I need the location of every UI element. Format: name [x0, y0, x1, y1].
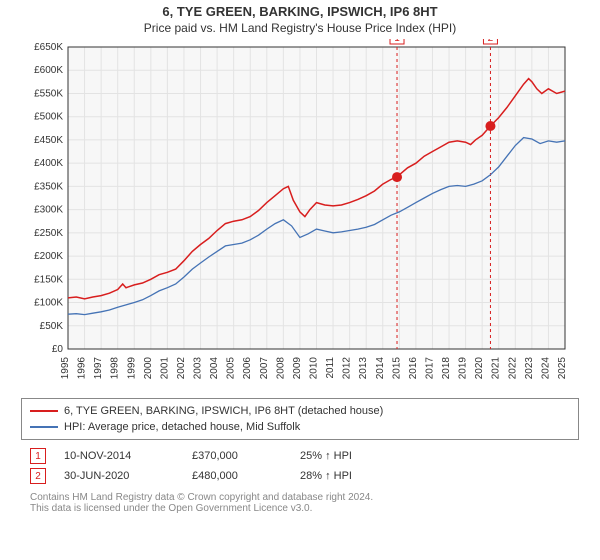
svg-text:£350K: £350K	[34, 181, 63, 192]
footer-line-1: Contains HM Land Registry data © Crown c…	[30, 492, 570, 503]
svg-text:2012: 2012	[342, 357, 353, 380]
sale-price: £370,000	[192, 450, 282, 462]
sales-table: 1 10-NOV-2014 £370,000 25% ↑ HPI 2 30-JUN-202…	[30, 446, 570, 486]
svg-text:1999: 1999	[126, 357, 137, 380]
svg-text:2011: 2011	[325, 357, 336, 379]
sale-diff: 25% ↑ HPI	[300, 450, 410, 462]
svg-text:£100K: £100K	[34, 298, 63, 309]
svg-text:2004: 2004	[209, 357, 220, 380]
svg-text:£650K: £650K	[34, 42, 63, 53]
sale-badge: 2	[30, 468, 46, 484]
legend: 6, TYE GREEN, BARKING, IPSWICH, IP6 8HT …	[21, 398, 579, 440]
svg-text:2023: 2023	[524, 357, 535, 380]
sale-badge: 1	[30, 448, 46, 464]
svg-text:2018: 2018	[441, 357, 452, 380]
sale-date: 10-NOV-2014	[64, 450, 174, 462]
svg-text:2016: 2016	[408, 357, 419, 380]
svg-text:2022: 2022	[507, 357, 518, 380]
svg-text:2009: 2009	[292, 357, 303, 380]
svg-text:2025: 2025	[557, 357, 568, 380]
footer-attribution: Contains HM Land Registry data © Crown c…	[30, 492, 570, 514]
svg-text:2006: 2006	[242, 357, 253, 380]
svg-text:2010: 2010	[309, 357, 320, 380]
sale-price: £480,000	[192, 470, 282, 482]
price-chart: £0 £50K £100K £150K £200K £250K £300K £350K £400…	[20, 39, 580, 394]
svg-text:£250K: £250K	[34, 228, 63, 239]
svg-text:1997: 1997	[93, 357, 104, 380]
svg-text:1998: 1998	[110, 357, 121, 380]
sale-diff: 28% ↑ HPI	[300, 470, 410, 482]
svg-text:2013: 2013	[358, 357, 369, 380]
svg-text:£0: £0	[52, 344, 64, 355]
legend-label: HPI: Average price, detached house, Mid …	[64, 421, 300, 433]
svg-text:£450K: £450K	[34, 135, 63, 146]
sale-date: 30-JUN-2020	[64, 470, 174, 482]
svg-text:2021: 2021	[491, 357, 502, 380]
legend-swatch	[30, 410, 58, 412]
footer-line-2: This data is licensed under the Open Gov…	[30, 503, 570, 514]
svg-text:2024: 2024	[540, 357, 551, 380]
svg-text:2001: 2001	[159, 357, 170, 380]
svg-text:£50K: £50K	[40, 321, 64, 332]
svg-text:£600K: £600K	[34, 65, 63, 76]
svg-text:2002: 2002	[176, 357, 187, 380]
svg-text:1996: 1996	[77, 357, 88, 380]
legend-row: HPI: Average price, detached house, Mid …	[30, 419, 570, 435]
svg-text:1: 1	[394, 39, 400, 44]
svg-text:2020: 2020	[474, 357, 485, 380]
svg-text:£500K: £500K	[34, 112, 63, 123]
svg-text:£400K: £400K	[34, 158, 63, 169]
svg-text:£550K: £550K	[34, 88, 63, 99]
svg-text:2008: 2008	[275, 357, 286, 380]
page-subtitle: Price paid vs. HM Land Registry's House …	[0, 21, 600, 35]
svg-text:2017: 2017	[424, 357, 435, 380]
svg-text:2005: 2005	[226, 357, 237, 380]
sale-row: 2 30-JUN-2020 £480,000 28% ↑ HPI	[30, 466, 570, 486]
svg-text:2015: 2015	[391, 357, 402, 380]
sale-row: 1 10-NOV-2014 £370,000 25% ↑ HPI	[30, 446, 570, 466]
svg-text:2000: 2000	[143, 357, 154, 380]
legend-label: 6, TYE GREEN, BARKING, IPSWICH, IP6 8HT …	[64, 405, 383, 417]
legend-row: 6, TYE GREEN, BARKING, IPSWICH, IP6 8HT …	[30, 403, 570, 419]
svg-text:£200K: £200K	[34, 251, 63, 262]
svg-text:2014: 2014	[375, 357, 386, 380]
page-title: 6, TYE GREEN, BARKING, IPSWICH, IP6 8HT	[0, 4, 600, 19]
svg-text:2007: 2007	[259, 357, 270, 380]
svg-text:2: 2	[488, 39, 494, 44]
svg-text:1995: 1995	[60, 357, 71, 380]
chart-svg: £0 £50K £100K £150K £200K £250K £300K £350K £400…	[20, 39, 580, 394]
svg-text:£300K: £300K	[34, 205, 63, 216]
svg-text:2019: 2019	[458, 357, 469, 380]
svg-text:£150K: £150K	[34, 274, 63, 285]
legend-swatch	[30, 426, 58, 428]
svg-text:2003: 2003	[193, 357, 204, 380]
